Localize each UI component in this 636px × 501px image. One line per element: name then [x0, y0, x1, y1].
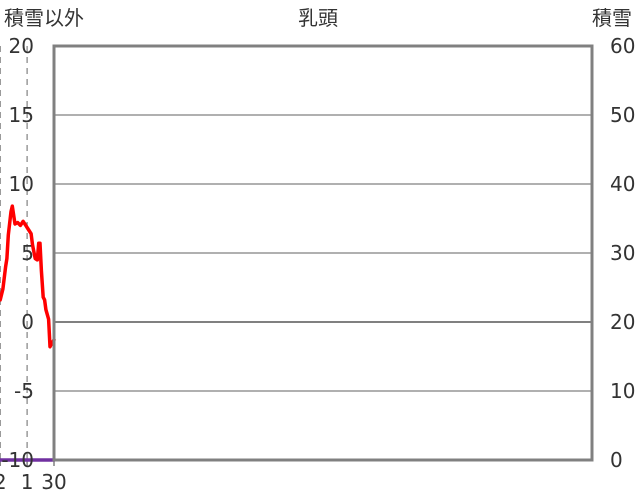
x-tick-label: 2 — [0, 470, 7, 494]
y2-tick-label: 30 — [610, 241, 635, 265]
y2-tick-label: 20 — [610, 310, 635, 334]
plot-frame — [52, 44, 594, 462]
y-tick-label: 20 — [9, 34, 34, 58]
y2-tick-label: 50 — [610, 103, 635, 127]
chart-title: 乳頭 — [298, 6, 338, 30]
y-tick-label: 15 — [9, 103, 34, 127]
y-tick-label: -10 — [1, 448, 34, 472]
x-tick-label: 30 — [41, 470, 66, 494]
y2-tick-label: 10 — [610, 379, 635, 403]
series-layer — [0, 204, 56, 462]
y2-axis-title: 積雪 — [592, 6, 632, 30]
y-tick-label: 0 — [21, 310, 34, 334]
y2-tick-label: 0 — [610, 448, 623, 472]
y2-tick-label: 40 — [610, 172, 635, 196]
gridlines — [0, 46, 592, 466]
y-axis-title: 積雪以外 — [4, 6, 84, 30]
y-tick-label: 5 — [21, 241, 34, 265]
series-line-1 — [0, 204, 56, 349]
y-tick-label: -5 — [14, 379, 34, 403]
x-tick-label: 1 — [21, 470, 34, 494]
y2-tick-label: 60 — [610, 34, 635, 58]
y-tick-label: 10 — [9, 172, 34, 196]
